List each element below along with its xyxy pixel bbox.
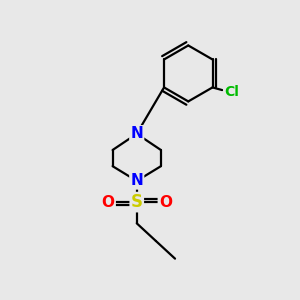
Text: S: S [131, 193, 143, 211]
Text: N: N [130, 126, 143, 141]
Text: Cl: Cl [224, 85, 239, 99]
Text: N: N [130, 173, 143, 188]
Text: O: O [159, 195, 172, 210]
Text: O: O [102, 195, 115, 210]
